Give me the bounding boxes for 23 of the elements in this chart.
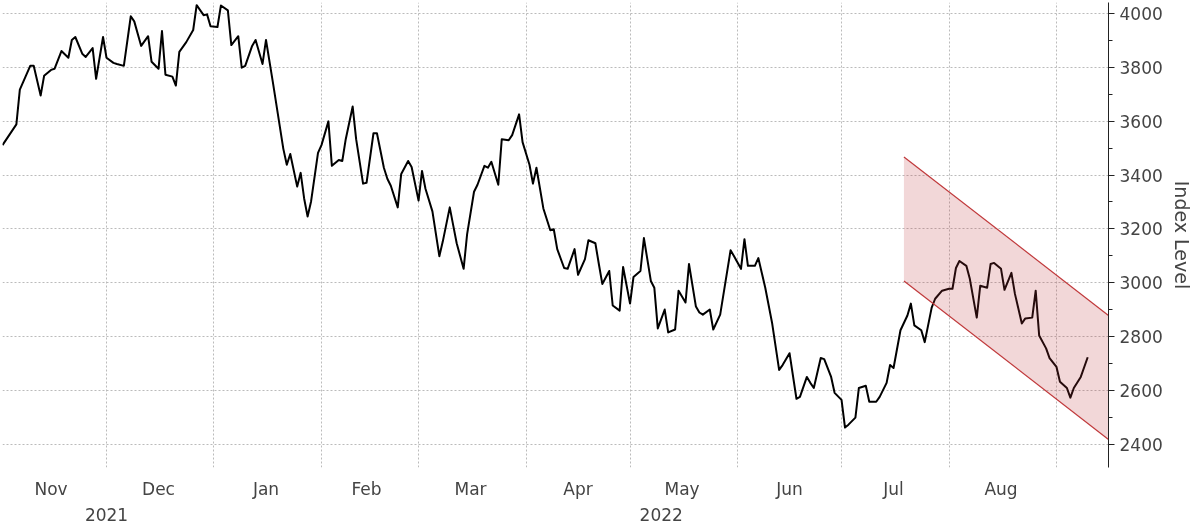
line-series [2,4,1089,429]
y-tick-label: 3800 [1119,57,1163,78]
y-tick-label: 3200 [1119,219,1163,240]
x-tick-label: Apr [563,478,593,499]
x-tick-label: Jun [775,478,803,499]
y-tick-label: 4000 [1119,3,1163,24]
y-tick-label: 2800 [1119,327,1163,348]
x-tick-label: Jul [882,478,904,499]
x-tick-label: Nov [34,478,68,499]
y-tick-label: 3000 [1119,273,1163,294]
y-tick-label: 3400 [1119,165,1163,186]
x-tick-label: Aug [984,478,1018,499]
x2-tick-label: 2021 [84,504,129,523]
y-tick-label: 2400 [1119,435,1163,456]
x-tick-label: Jan [251,478,280,499]
y-tick-label: 3600 [1119,111,1163,132]
x-tick-label: Dec [142,478,175,499]
x-tick-label: Feb [351,478,382,499]
x-tick-label: Mar [454,478,487,499]
y-axis-title: Index Level [1170,180,1193,290]
x-tick-label: May [664,478,700,499]
x2-tick-label: 2022 [639,504,683,523]
y-tick-label: 2600 [1119,381,1163,402]
